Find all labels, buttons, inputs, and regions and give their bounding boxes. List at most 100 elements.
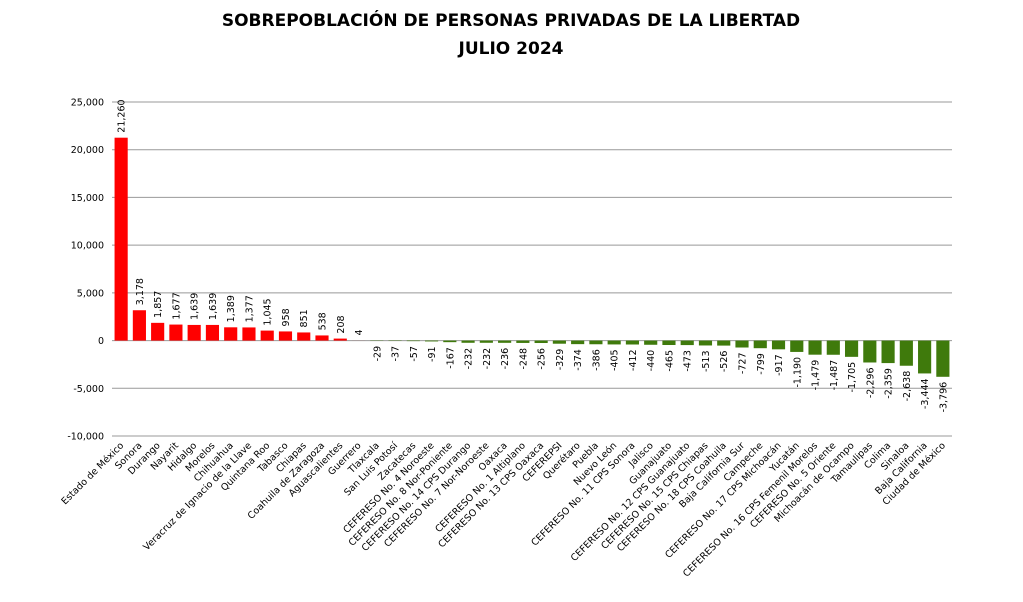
value-label: 538 (318, 312, 329, 330)
value-label: -1,487 (829, 360, 840, 391)
bar (790, 340, 804, 352)
value-label: 958 (281, 308, 292, 326)
value-label: 3,178 (135, 278, 146, 305)
bar (516, 340, 530, 343)
bar (534, 340, 548, 344)
bar (881, 340, 895, 364)
y-tick-label: 15,000 (71, 193, 104, 204)
value-label: -473 (683, 350, 694, 372)
bar (187, 324, 201, 341)
value-label: -2,638 (902, 371, 913, 402)
value-label: -799 (756, 353, 767, 375)
value-label: -232 (482, 348, 493, 370)
bar (607, 340, 621, 345)
value-label: -727 (738, 353, 749, 375)
y-tick-label: 0 (98, 336, 104, 347)
chart-title: SOBREPOBLACIÓN DE PERSONAS PRIVADAS DE L… (222, 9, 800, 31)
bar (498, 340, 512, 343)
value-label: -256 (537, 348, 548, 370)
value-label: -232 (464, 348, 475, 370)
bar (771, 340, 786, 350)
bar (114, 137, 128, 341)
bar (625, 340, 640, 345)
bar (205, 324, 220, 341)
bar (479, 340, 493, 343)
bar (242, 327, 256, 341)
bar (899, 340, 913, 366)
bar (315, 335, 329, 341)
bar (918, 340, 932, 374)
y-tick-label: 10,000 (71, 241, 104, 252)
bar (278, 331, 293, 341)
bar (224, 327, 238, 341)
value-label: -374 (573, 349, 584, 371)
bar (698, 340, 713, 346)
value-label: -465 (664, 350, 675, 372)
bar (589, 340, 603, 345)
value-label: -3,444 (920, 378, 931, 409)
bar (680, 340, 694, 346)
bar (260, 330, 274, 341)
value-label: 4 (354, 329, 365, 335)
value-label: -1,190 (792, 357, 803, 388)
y-tick-label: -5,000 (73, 384, 104, 395)
value-label: -37 (391, 346, 402, 362)
bar (863, 340, 877, 363)
value-label: 1,389 (226, 295, 237, 322)
value-label: 1,639 (190, 293, 201, 320)
value-label: -2,296 (865, 367, 876, 398)
value-label: -526 (719, 351, 730, 373)
y-tick-label: -10,000 (67, 432, 104, 443)
bar (717, 340, 731, 346)
y-tick-label: 25,000 (71, 98, 104, 109)
bar (443, 340, 457, 343)
bar (844, 340, 859, 357)
bar (808, 340, 822, 355)
bar (297, 332, 311, 341)
value-label: -329 (555, 349, 566, 371)
bar (753, 340, 767, 349)
value-label: 1,857 (153, 291, 164, 318)
value-label: -405 (610, 349, 621, 371)
bar (662, 340, 676, 346)
value-label: -412 (628, 350, 639, 372)
bar (735, 340, 749, 348)
value-label: 208 (336, 315, 347, 333)
value-label: -1,705 (847, 362, 858, 393)
value-label: 1,639 (208, 293, 219, 320)
value-label: 21,260 (117, 99, 128, 132)
value-label: 851 (299, 309, 310, 327)
value-label: 1,677 (171, 292, 182, 319)
value-label: 1,045 (263, 298, 274, 325)
value-label: -440 (646, 350, 657, 372)
bar (826, 340, 840, 355)
value-label: -29 (372, 346, 383, 362)
bar (936, 340, 950, 377)
bar (644, 340, 658, 345)
value-label: -236 (500, 348, 511, 370)
value-label: -3,796 (938, 382, 949, 413)
value-label: -1,479 (811, 360, 822, 391)
value-label: -167 (445, 347, 456, 369)
bar (132, 310, 146, 341)
y-tick-label: 5,000 (77, 288, 104, 299)
value-label: -513 (701, 350, 712, 372)
value-label: -248 (518, 348, 529, 370)
bar (571, 340, 585, 345)
bar (333, 338, 347, 341)
value-label: -57 (409, 346, 420, 362)
value-label: -91 (427, 346, 438, 362)
value-label: -386 (591, 349, 602, 371)
x-tick-label: Estado de México (59, 440, 126, 507)
value-label: -917 (774, 354, 785, 376)
value-label: 1,377 (244, 295, 255, 322)
y-tick-label: 20,000 (71, 145, 104, 156)
bar (169, 324, 183, 341)
bar (151, 322, 165, 341)
bar (461, 340, 475, 343)
bar (552, 340, 566, 344)
bar (406, 340, 420, 342)
bar (424, 340, 439, 342)
chart-subtitle: JULIO 2024 (458, 39, 564, 59)
